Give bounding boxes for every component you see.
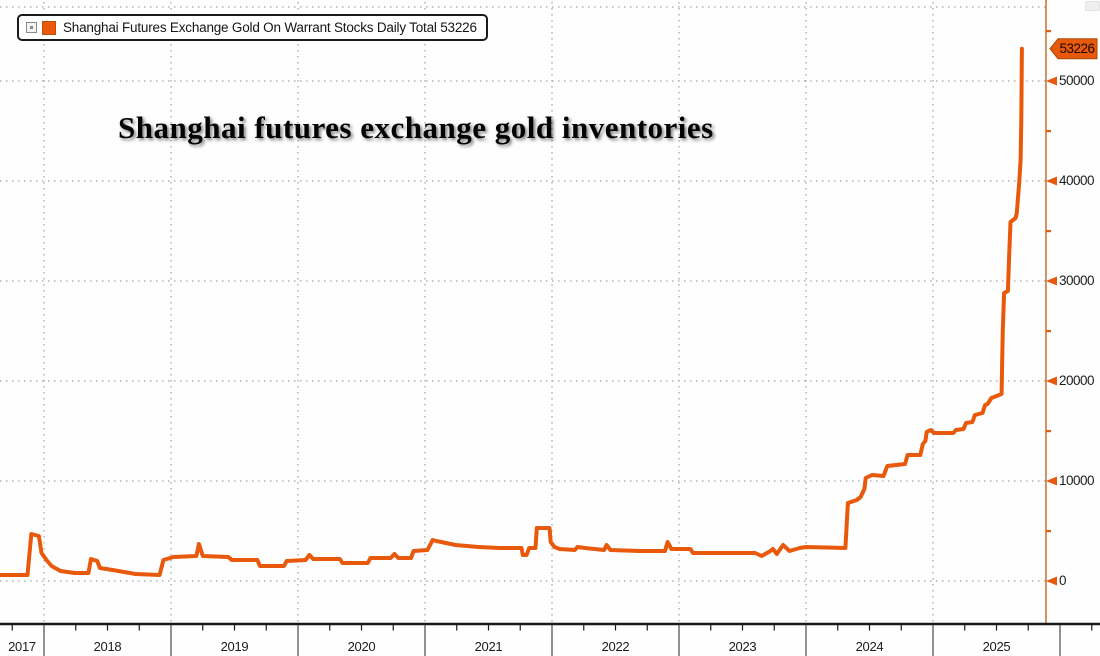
y-minor-tick xyxy=(1046,230,1051,233)
series-line xyxy=(0,46,1024,577)
last-value-tag xyxy=(1049,38,1098,60)
legend-expand-icon[interactable] xyxy=(26,22,37,33)
legend-expand-icon-dot xyxy=(30,26,33,29)
y-tick-arrow xyxy=(1046,76,1057,86)
x-axis-label: 2023 xyxy=(728,639,757,654)
y-minor-tick xyxy=(1046,330,1051,333)
y-axis-label: 20000 xyxy=(1059,373,1095,388)
legend-series-label: Shanghai Futures Exchange Gold On Warran… xyxy=(63,20,477,35)
last-value-tag-label: 53226 xyxy=(1059,41,1095,56)
x-axis-label: 2018 xyxy=(93,639,122,654)
x-axis-label: 2020 xyxy=(347,639,376,654)
x-axis-label: 2017 xyxy=(8,639,36,654)
x-axis-label: 2024 xyxy=(855,639,884,654)
y-tick-arrow xyxy=(1046,476,1057,486)
y-minor-tick xyxy=(1046,530,1051,533)
y-minor-tick xyxy=(1046,130,1051,133)
y-axis-label: 50000 xyxy=(1059,73,1095,88)
x-axis-label: 2019 xyxy=(220,639,249,654)
y-tick-arrow xyxy=(1046,376,1057,386)
y-minor-tick xyxy=(1046,30,1051,33)
y-axis-label: 10000 xyxy=(1059,473,1095,488)
y-tick-arrow xyxy=(1046,176,1057,186)
y-axis-label: 30000 xyxy=(1059,273,1095,288)
legend-box[interactable]: Shanghai Futures Exchange Gold On Warran… xyxy=(17,14,488,41)
y-axis-label: 0 xyxy=(1059,573,1067,588)
x-axis-label: 2025 xyxy=(982,639,1011,654)
y-axis-label: 40000 xyxy=(1059,173,1095,188)
corner-widget xyxy=(1085,1,1100,11)
series-color-swatch xyxy=(42,20,56,35)
chart-title: Shanghai futures exchange gold inventori… xyxy=(118,110,714,145)
x-axis-label: 2021 xyxy=(474,639,503,654)
y-minor-tick xyxy=(1046,430,1051,433)
y-tick-arrow xyxy=(1046,576,1057,586)
x-axis-label: 2022 xyxy=(601,639,630,654)
y-tick-arrow xyxy=(1046,276,1057,286)
